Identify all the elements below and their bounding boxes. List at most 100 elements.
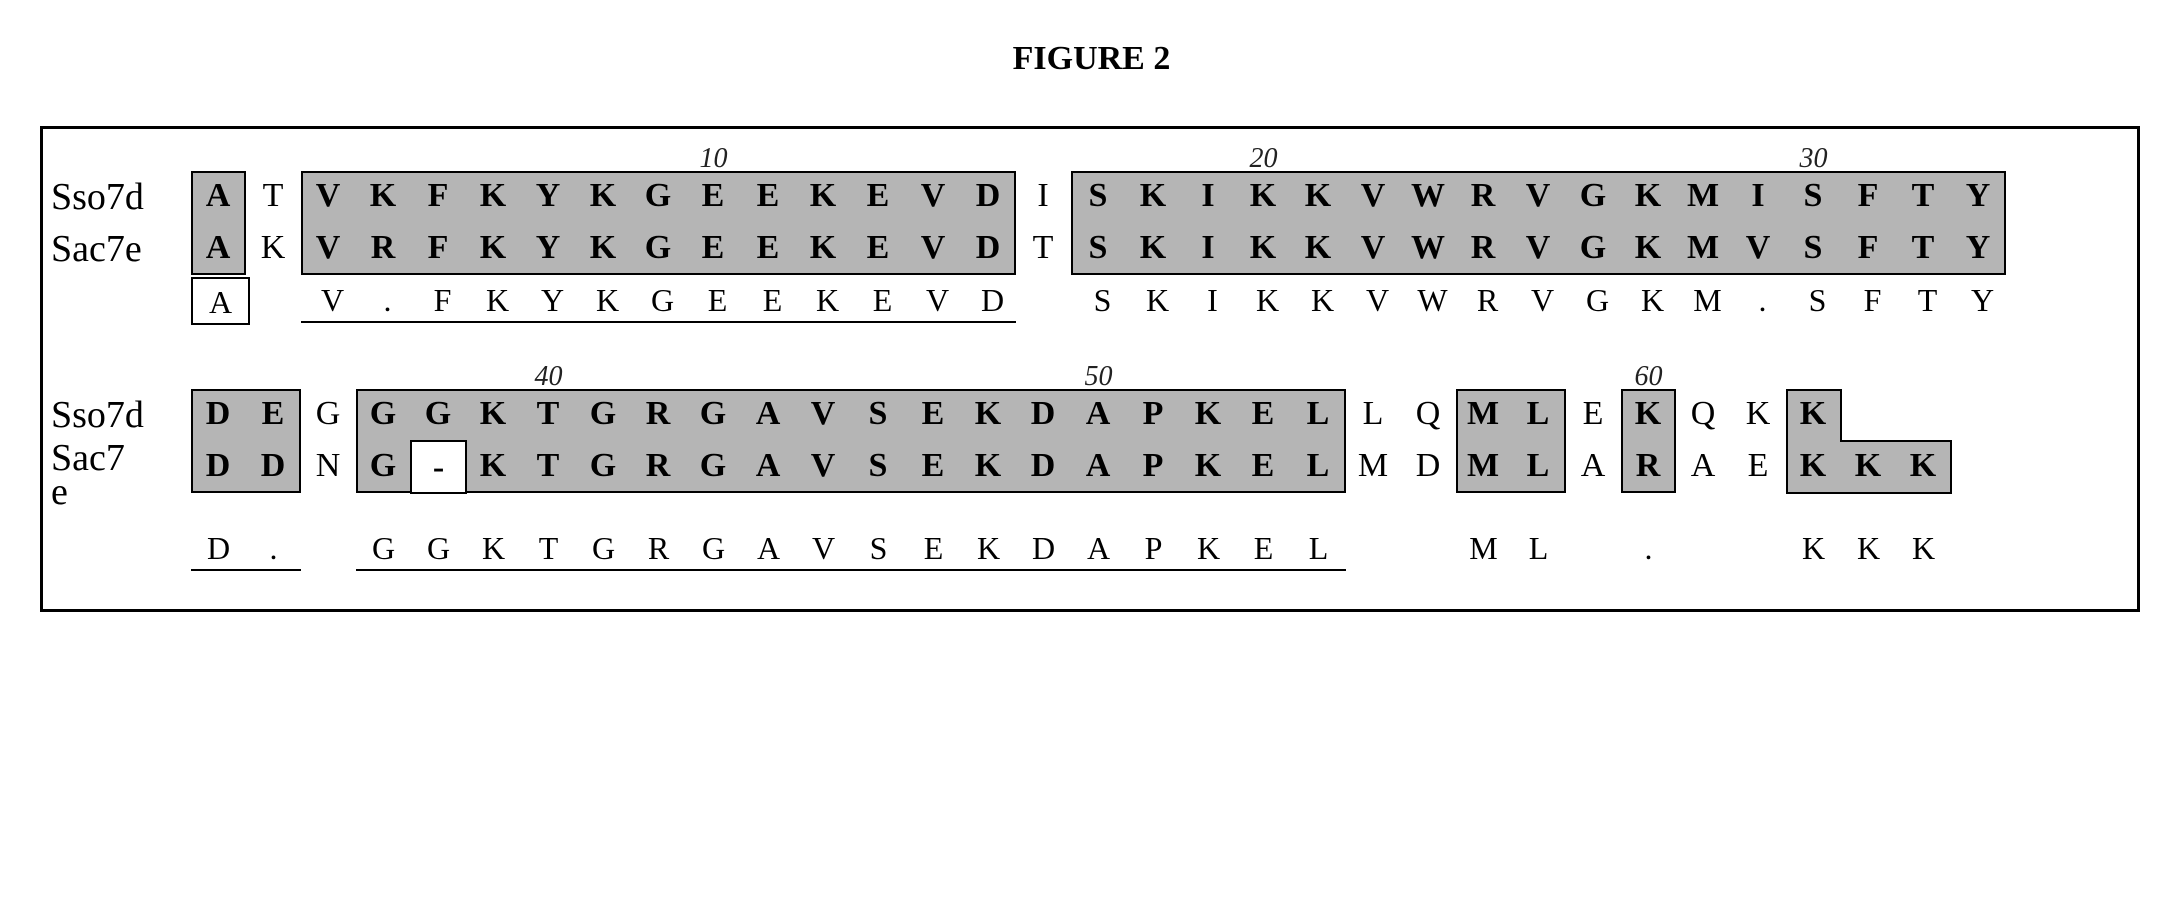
residue-cell: G [1566,171,1621,223]
residue-cell: G [301,389,356,441]
consensus-cell: K [1625,277,1680,325]
residue-cell: R [1456,171,1511,223]
consensus-cell: W [1405,277,1460,325]
residue-cell: S [1786,223,1841,275]
residue-cell: K [466,223,521,275]
consensus-cell: K [1896,525,1951,573]
alignment-block: 405060Sso7dDEGGGKTGRGAVSEKDAPKELLQMLEKQK… [51,353,2129,573]
residue-cell: T [1016,223,1071,275]
consensus-cell: S [851,525,906,573]
conserved-region-step-box [1786,389,1953,495]
residue-cell: A [1676,441,1731,493]
consensus-cell [1020,277,1075,325]
residue-cell: K [1291,171,1346,223]
residue-cell: E [1566,389,1621,441]
residue-cell: K [1181,441,1236,493]
residue-cell: I [1181,223,1236,275]
ruler-row: 102030 [191,135,2129,175]
residue-cell: K [1621,223,1676,275]
residue-cell: K [466,171,521,223]
sequence-rows: Sso7dDEGGGKTGRGAVSEKDAPKELLQMLEKQKKSac7e… [51,389,2129,523]
residue-cell: K [576,171,631,223]
consensus-cell: Y [525,277,580,325]
consensus-cell: A [1071,525,1126,573]
consensus-cell: . [360,277,415,325]
residue-cell: D [961,223,1016,275]
residue-cell: R [631,389,686,441]
residue-cell: Q [1401,389,1456,441]
residue-cell: K [1291,223,1346,275]
residue-cell: S [851,389,906,441]
consensus-cell: D [191,525,246,573]
residue-cell: K [1236,223,1291,275]
residue-cell: T [1896,171,1951,223]
consensus-cell [301,525,356,573]
consensus-cell: . [246,525,301,573]
residue-cell: D [961,171,1016,223]
residue-cell: E [851,223,906,275]
residue-cell: V [1511,223,1566,275]
residue-cell: E [246,389,301,441]
consensus-cell: R [631,525,686,573]
consensus-cell: K [800,277,855,325]
sequence-row: Sac7eAKVRFKYKGEEKEVDTSKIKKVWRVGKMVSFTY [51,223,2129,275]
residue-cell: K [796,223,851,275]
figure-title: FIGURE 2 [40,40,2143,78]
residue-cell: F [411,223,466,275]
residue-cell: I [1731,171,1786,223]
residue-cell: F [1841,223,1896,275]
residue-cell: V [1346,223,1401,275]
consensus-cell: A [741,525,796,573]
residue-cell: D [191,441,246,493]
residue-cell: W [1401,223,1456,275]
residue-cell: S [1071,171,1126,223]
residue-cell: W [1401,171,1456,223]
consensus-cell: D [1016,525,1071,573]
residue-cell: R [1456,223,1511,275]
consensus-cell: P [1126,525,1181,573]
residue-cell: K [1181,389,1236,441]
consensus-cell: V [1350,277,1405,325]
consensus-cell: T [1900,277,1955,325]
consensus-cell: K [580,277,635,325]
residue-cell: E [741,223,796,275]
residue-cell: R [1621,441,1676,493]
residue-cell: K [356,171,411,223]
consensus-cell: V [910,277,965,325]
residue-cell: T [521,441,576,493]
residue-cell: Y [1951,171,2006,223]
sequence-row: Sso7dATVKFKYKGEEKEVDISKIKKVWRVGKMISFTY [51,171,2129,223]
residue-cell: E [1236,389,1291,441]
residue-cell: A [191,171,246,223]
consensus-cell: D [965,277,1020,325]
residue-cell: G [686,389,741,441]
residue-cell: K [961,441,1016,493]
consensus-cell: F [415,277,470,325]
consensus-cell: S [1075,277,1130,325]
consensus-row: D.GGKTGRGAVSEKDAPKELML.KKK [191,525,2129,573]
sequence-label: Sac7e [51,223,191,275]
consensus-cell [1566,525,1621,573]
residue-cell: L [1346,389,1401,441]
residue-cell: S [851,441,906,493]
residue-cell: E [686,223,741,275]
residue-cell: K [796,171,851,223]
consensus-cell: G [686,525,741,573]
residue-cell: I [1016,171,1071,223]
residue-cell: G [576,389,631,441]
consensus-cell: A [191,277,250,325]
residue-cell: A [191,223,246,275]
consensus-cell: V [1515,277,1570,325]
consensus-cell: K [1130,277,1185,325]
sequence-cells: AKVRFKYKGEEKEVDTSKIKKVWRVGKMVSFTY [191,223,2006,275]
consensus-cell [1676,525,1731,573]
consensus-cell: F [1845,277,1900,325]
residue-cell: K [1621,389,1676,441]
sequence-label: Sso7d [51,389,191,441]
residue-cell: A [1071,441,1126,493]
consensus-cell: K [1181,525,1236,573]
residue-cell: G [356,441,411,493]
residue-cell: T [246,171,301,223]
consensus-cell [250,277,305,325]
residue-cell: E [1236,441,1291,493]
